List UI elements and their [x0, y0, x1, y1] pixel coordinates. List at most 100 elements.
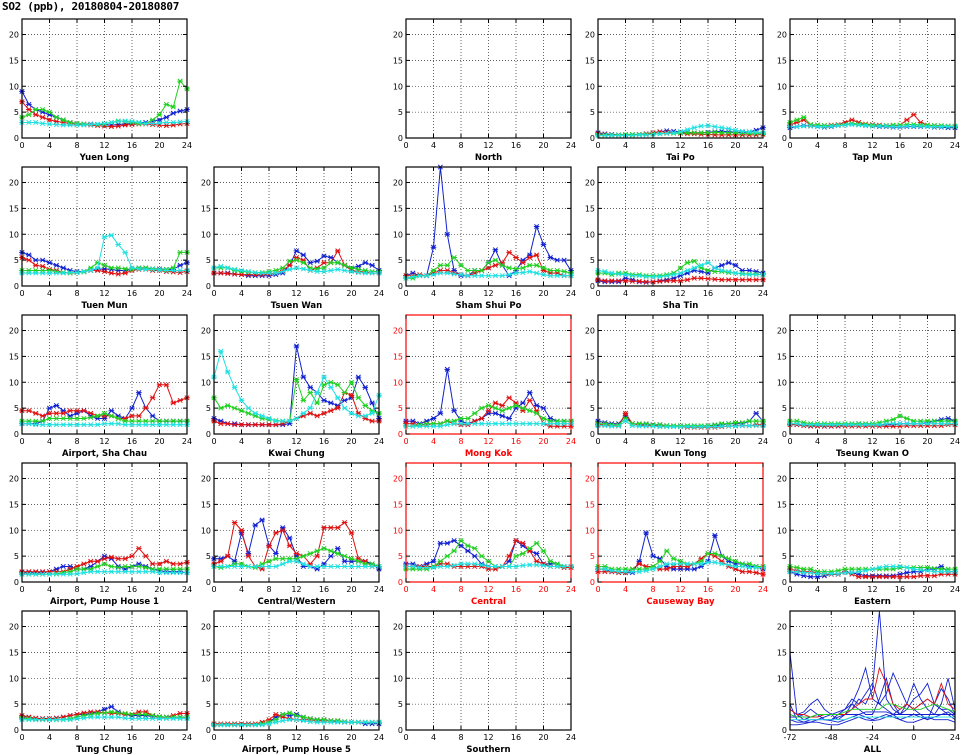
data-point-cyan [156, 716, 163, 722]
data-point-blue [444, 540, 451, 546]
data-point-green [53, 415, 60, 422]
data-point-red [321, 525, 327, 531]
station-label-airport-pump-house-1: Airport, Pump House 1 [50, 597, 159, 607]
data-point-cyan [81, 268, 87, 275]
data-point-green [945, 566, 951, 572]
x-tick-label: 8 [458, 141, 463, 150]
data-point-cyan [705, 559, 711, 565]
data-point-red [39, 263, 46, 269]
y-tick-label: 0 [398, 726, 403, 735]
data-point-cyan [554, 563, 561, 570]
data-point-cyan [60, 571, 67, 577]
data-point-cyan [355, 563, 362, 570]
data-point-cyan [26, 571, 32, 577]
data-point-cyan [842, 122, 848, 128]
data-point-cyan [149, 120, 156, 127]
data-point-green [60, 415, 67, 422]
data-point-blue [520, 400, 526, 406]
data-point-red [561, 423, 567, 429]
data-point-cyan [122, 569, 128, 575]
data-point-red [293, 550, 300, 557]
data-point-green [540, 415, 547, 422]
data-point-blue [273, 550, 279, 557]
panel-kwun-tong: 0 4 8 12 16 20 24 0 5 10 15 20 Kwun Tong [585, 314, 768, 459]
x-tick-label: 12 [483, 141, 493, 150]
x-tick-label: 0 [19, 733, 24, 742]
plot-frame [405, 18, 572, 139]
data-point-red [252, 422, 259, 428]
x-tick-label: 0 [403, 733, 408, 742]
data-point-red [129, 553, 135, 559]
data-point-cyan [101, 421, 108, 427]
data-point-cyan [136, 716, 142, 722]
y-tick-label: 5 [398, 108, 403, 117]
data-point-red [739, 277, 746, 283]
data-point-cyan [314, 268, 320, 275]
data-point-blue [725, 260, 732, 266]
y-tick-label: 10 [585, 82, 595, 91]
y-tick-label: 15 [393, 56, 403, 65]
data-point-cyan [945, 421, 951, 427]
x-tick-label: 8 [74, 141, 79, 150]
x-tick-label: 8 [266, 733, 271, 742]
data-point-red [657, 278, 663, 284]
data-point-cyan [108, 119, 115, 126]
data-point-green [458, 262, 464, 268]
data-point-blue [492, 410, 499, 416]
x-tick-label: -24 [866, 733, 879, 742]
data-point-cyan [657, 563, 663, 570]
x-tick-label: -48 [825, 733, 838, 742]
data-point-cyan [622, 569, 629, 575]
panel-yuen-long: 0 4 8 12 16 20 24 0 5 10 15 20 Yuen Long [9, 18, 192, 163]
data-point-cyan [753, 564, 759, 571]
y-tick-label: 0 [782, 578, 787, 587]
data-point-green [334, 550, 341, 557]
page-title: SO2 (ppb), 20180804-20180807 [2, 0, 180, 13]
data-point-cyan [465, 561, 471, 567]
y-tick-label: 10 [777, 674, 787, 683]
data-point-red [321, 410, 327, 416]
x-tick-label: 4 [47, 289, 52, 298]
data-point-cyan [362, 563, 369, 570]
data-point-cyan [115, 569, 122, 575]
data-point-cyan [423, 423, 430, 429]
data-point-cyan [266, 415, 272, 422]
data-point-blue [533, 550, 540, 557]
data-point-red [238, 527, 245, 533]
data-point-green [177, 78, 183, 84]
panel-tsuen-wan: 0 4 8 12 16 20 24 0 5 10 15 20 Tsuen Wan [201, 166, 384, 311]
data-point-cyan [451, 271, 457, 277]
y-tick-label: 10 [393, 378, 403, 387]
x-tick-label: 16 [895, 141, 905, 150]
data-point-cyan [259, 563, 265, 570]
data-point-cyan [67, 717, 73, 723]
data-point-red [46, 410, 53, 416]
data-point-cyan [369, 719, 375, 725]
data-point-blue [718, 262, 725, 268]
data-point-blue [410, 418, 416, 424]
data-point-blue [321, 253, 327, 259]
x-tick-label: 8 [842, 141, 847, 150]
station-label-kwun-tong: Kwun Tong [654, 449, 706, 459]
data-point-red [855, 574, 862, 580]
data-point-cyan [465, 421, 471, 427]
data-point-red [753, 277, 759, 283]
plot-frame [789, 314, 956, 435]
x-tick-label: 16 [319, 437, 329, 446]
data-point-cyan [849, 570, 855, 576]
data-point-blue [547, 254, 554, 261]
y-tick-label: 15 [9, 204, 19, 213]
data-point-cyan [238, 563, 245, 570]
data-point-green [314, 548, 320, 554]
x-tick-label: 16 [703, 141, 713, 150]
data-point-red [60, 714, 67, 720]
data-point-cyan [520, 562, 526, 568]
data-point-cyan [341, 719, 348, 725]
data-point-green [87, 414, 94, 420]
data-point-green [328, 260, 334, 266]
series-line-green [789, 703, 956, 718]
data-point-cyan [423, 273, 430, 279]
y-tick-label: 5 [14, 700, 19, 709]
data-point-blue [314, 566, 320, 572]
data-point-cyan [108, 421, 115, 427]
